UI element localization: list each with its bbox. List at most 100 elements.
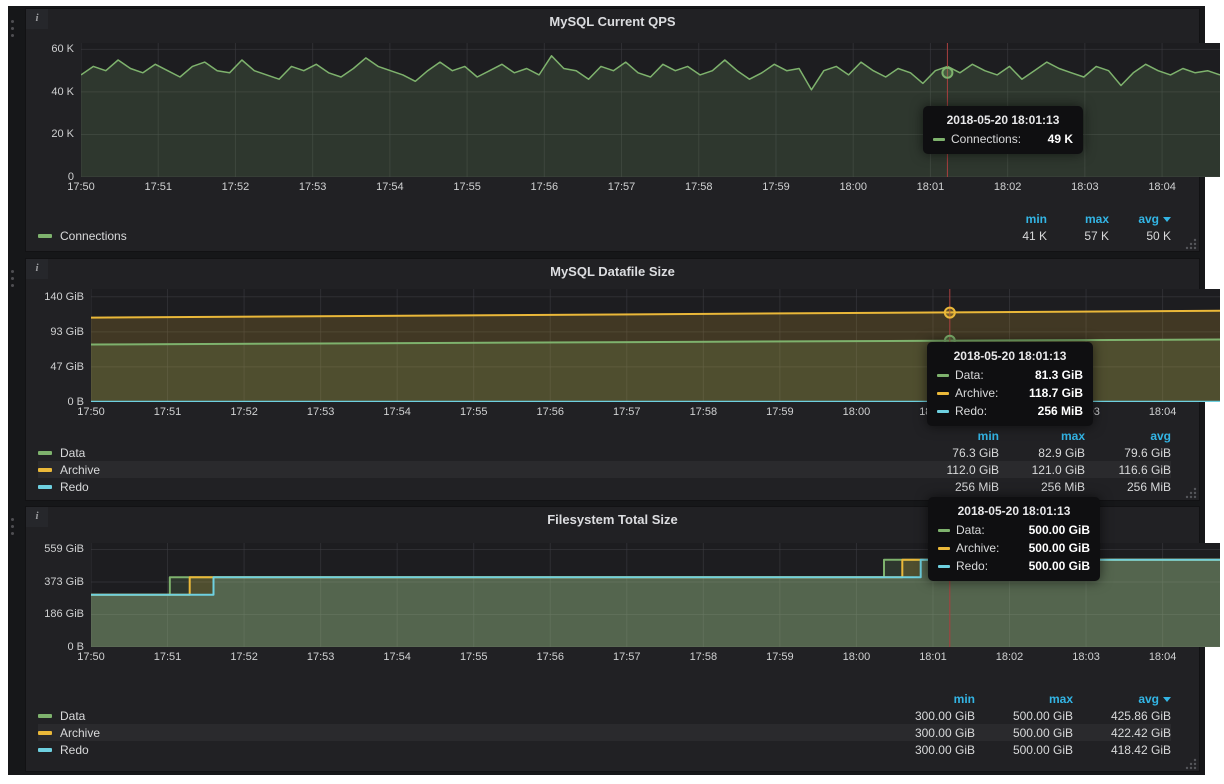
legend-series-name[interactable]: Redo — [60, 479, 89, 494]
panel-resize-handle[interactable] — [1185, 486, 1197, 499]
legend-sort-min[interactable]: min — [953, 692, 975, 706]
x-axis-tick-label: 17:53 — [298, 181, 327, 193]
legend-row: Redo 256 MiB 256 MiB 256 MiB — [38, 478, 1171, 495]
y-axis: 0 20 K 40 K 60 K — [26, 43, 74, 199]
info-icon[interactable]: i — [26, 507, 48, 527]
y-axis: 0 B 47 GiB 93 GiB 140 GiB — [26, 289, 84, 424]
x-axis-tick-label: 17:59 — [766, 651, 794, 663]
legend-series-name[interactable]: Archive — [60, 462, 101, 477]
y-axis-tick-label: 60 K — [51, 43, 74, 56]
panel-resize-handle[interactable] — [1185, 757, 1197, 770]
x-axis-tick-label: 17:53 — [306, 406, 335, 418]
y-axis-tick-label: 93 GiB — [50, 325, 84, 338]
y-axis-tick-label: 20 K — [51, 128, 74, 141]
x-axis-tick-label: 18:02 — [995, 651, 1024, 663]
x-axis: 17:50 17:51 17:52 17:53 17:54 17:55 17:56 17:57… — [77, 651, 1220, 667]
series-color-dash — [937, 373, 949, 377]
legend-series-name[interactable]: Data — [60, 708, 86, 723]
tooltip-series-value: 118.7 GiB — [1028, 386, 1083, 400]
legend-avg-value: 256 MiB — [1126, 479, 1171, 494]
x-axis-tick-label: 17:58 — [689, 651, 718, 663]
x-axis-tick-label: 18:00 — [842, 406, 871, 418]
legend-sort-avg[interactable]: avg — [1073, 692, 1171, 706]
x-axis-tick-label: 17:54 — [376, 181, 404, 193]
panel-filesystem-total-size: i Filesystem Total Size 0 B 186 GiB 373 Gi… — [25, 506, 1220, 772]
legend-avg-value: 50 K — [1146, 228, 1171, 243]
tooltip-series-value: 49 K — [1047, 132, 1073, 146]
panel-drag-handle[interactable] — [11, 514, 17, 539]
panel-title[interactable]: MySQL Datafile Size — [550, 264, 675, 279]
x-axis-tick-label: 17:58 — [684, 181, 713, 193]
panel-mysql-datafile-size: i MySQL Datafile Size 0 B 47 GiB 93 GiB 140… — [25, 258, 1220, 501]
tooltip-timestamp: 2018-05-20 18:01:13 — [953, 349, 1067, 363]
caret-down-icon — [1163, 697, 1171, 703]
x-axis-tick-label: 18:00 — [842, 651, 871, 663]
x-axis-tick-label: 17:55 — [459, 406, 488, 418]
info-icon[interactable]: i — [26, 259, 48, 279]
panel-title[interactable]: MySQL Current QPS — [549, 14, 676, 29]
legend-row: Data 300.00 GiB 500.00 GiB 425.86 GiB — [38, 707, 1171, 724]
plot-area[interactable] — [91, 543, 1220, 647]
legend-min-value: 41 K — [1022, 228, 1047, 243]
y-axis-tick-label: 186 GiB — [44, 608, 84, 621]
legend-sort-avg[interactable]: avg — [1109, 212, 1171, 226]
graph-tooltip: 2018-05-20 18:01:13 Data: 500.00 GiB Arc… — [928, 497, 1100, 581]
chart-area: 0 B 186 GiB 373 GiB 559 GiB 17:50 17:51 17:52… — [26, 543, 1220, 669]
legend-series-name[interactable]: Data — [60, 445, 86, 460]
tooltip-series-value: 500.00 GiB — [1028, 541, 1090, 555]
legend: min max avg Data 300.00 GiB 500.00 GiB 4… — [26, 691, 1199, 758]
legend: min max avg Data 76.3 GiB 82.9 GiB 79.6 … — [26, 428, 1199, 495]
x-axis-tick-label: 17:50 — [67, 181, 95, 193]
legend-sort-min[interactable]: min — [977, 429, 999, 443]
x-axis-tick-label: 17:54 — [383, 651, 411, 663]
x-axis-tick-label: 17:55 — [459, 651, 488, 663]
legend-header: min max avg — [38, 691, 1171, 707]
info-icon[interactable]: i — [26, 9, 48, 29]
legend-sort-min[interactable]: min — [1025, 212, 1047, 226]
legend-row: Data 76.3 GiB 82.9 GiB 79.6 GiB — [38, 444, 1171, 461]
series-color-dash — [938, 546, 950, 550]
tooltip-row: Archive: 500.00 GiB — [938, 541, 1090, 555]
x-axis-tick-label: 17:51 — [153, 651, 182, 663]
x-axis-tick-label: 18:01 — [919, 651, 947, 663]
x-axis-tick-label: 17:57 — [607, 181, 636, 193]
series-color-dash — [38, 730, 52, 735]
panel-drag-handle[interactable] — [11, 16, 17, 41]
legend-max-value: 256 MiB — [1040, 479, 1085, 494]
x-axis: 17:50 17:51 17:52 17:53 17:54 17:55 17:56 17:57… — [67, 181, 1220, 197]
tooltip-timestamp: 2018-05-20 18:01:13 — [946, 113, 1060, 127]
legend-sort-avg[interactable]: avg — [1150, 429, 1171, 443]
legend-row: Archive 300.00 GiB 500.00 GiB 422.42 GiB — [38, 724, 1171, 741]
x-axis-tick-label: 18:04 — [1148, 406, 1177, 418]
series-color-dash — [938, 528, 950, 532]
panel-drag-handle[interactable] — [11, 266, 17, 291]
panel-resize-handle[interactable] — [1185, 237, 1197, 250]
panel-title[interactable]: Filesystem Total Size — [547, 512, 678, 527]
legend-sort-max[interactable]: max — [1084, 212, 1109, 226]
tooltip-row: Data: 500.00 GiB — [938, 523, 1090, 537]
tooltip-series-value: 81.3 GiB — [1034, 368, 1083, 382]
tooltip-series-value: 500.00 GiB — [1028, 559, 1090, 573]
y-axis-tick-label: 40 K — [51, 85, 74, 98]
series-color-dash — [38, 467, 52, 472]
legend-sort-avg-label: avg — [1138, 212, 1159, 226]
series-color-dash — [937, 409, 949, 413]
y-axis-tick-label: 47 GiB — [50, 360, 84, 373]
legend-max-value: 500.00 GiB — [1012, 742, 1073, 757]
tooltip-series-label: Archive: — [956, 541, 1000, 555]
y-axis-tick-label: 373 GiB — [44, 575, 84, 588]
legend-min-value: 300.00 GiB — [914, 708, 975, 723]
tooltip-series-label: Connections: — [951, 132, 1022, 146]
legend-series-name[interactable]: Redo — [60, 742, 89, 757]
legend-series-name[interactable]: Archive — [60, 725, 101, 740]
legend-series-name[interactable]: Connections — [60, 228, 127, 243]
x-axis-tick-label: 17:57 — [613, 406, 641, 418]
legend-sort-max[interactable]: max — [1048, 692, 1073, 706]
legend-avg-value: 425.86 GiB — [1110, 708, 1171, 723]
tooltip-series-label: Data: — [956, 523, 985, 537]
legend-min-value: 112.0 GiB — [946, 462, 999, 477]
legend-sort-max[interactable]: max — [1060, 429, 1085, 443]
x-axis-tick-label: 17:58 — [689, 406, 718, 418]
x-axis-tick-label: 17:50 — [77, 406, 105, 418]
legend-sort-avg-label: avg — [1138, 692, 1159, 706]
